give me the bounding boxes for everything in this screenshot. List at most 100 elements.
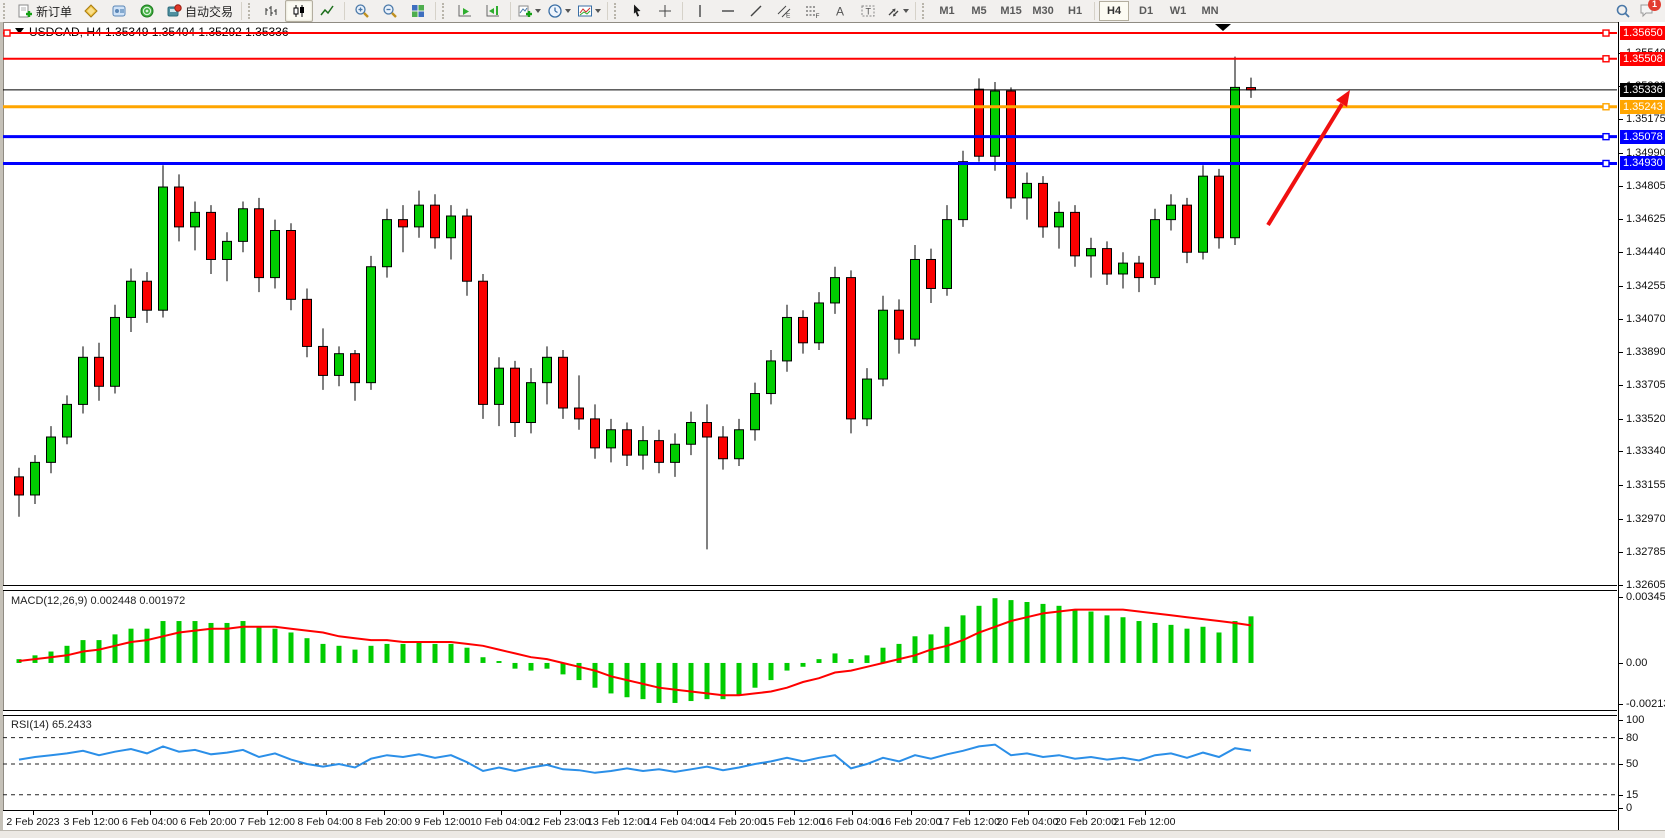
timeframe-button-M30[interactable]: M30 — [1032, 5, 1054, 17]
toolbar-grip[interactable] — [442, 3, 447, 19]
market-watch-button[interactable] — [77, 0, 105, 22]
horizontal-line-object[interactable] — [3, 29, 1617, 37]
candle-body — [78, 356, 88, 405]
macd-bar — [656, 662, 662, 703]
templates-dropdown-caret[interactable] — [595, 9, 602, 13]
toolbar-grip[interactable] — [614, 3, 619, 19]
fibonacci-button[interactable]: F — [798, 0, 826, 22]
timeframe-button-H1[interactable]: H1 — [1068, 5, 1083, 17]
timeframe-button-D1[interactable]: D1 — [1139, 5, 1154, 17]
candle-body — [302, 298, 312, 347]
arrows-button[interactable] — [882, 0, 912, 22]
arrows-dropdown-caret[interactable] — [903, 9, 910, 13]
macd-bar — [1216, 632, 1222, 663]
macd-bar — [576, 662, 582, 681]
time-axis[interactable]: 2 Feb 2023 3 Feb 12:00 6 Feb 04:00 6 Feb 20… — [3, 811, 1617, 830]
price-axis-tick: 1.34070 — [1626, 313, 1665, 326]
candle-body — [286, 229, 296, 300]
horizontal-line-object[interactable] — [3, 159, 1617, 168]
indicators-dropdown-caret[interactable] — [535, 9, 542, 13]
tile-windows-button[interactable] — [404, 0, 432, 22]
vertical-line-button[interactable] — [686, 0, 714, 22]
line-handle[interactable] — [3, 29, 11, 37]
macd-bar — [880, 647, 886, 663]
timeframe-button-M15[interactable]: M15 — [1000, 5, 1022, 17]
price-axis-tick: 1.34625 — [1626, 212, 1665, 225]
templates-button[interactable] — [574, 0, 604, 22]
horizontal-line-button[interactable] — [714, 0, 742, 22]
rsi-axis-tick: 15 — [1626, 788, 1639, 801]
candle-body — [814, 302, 824, 344]
macd-bar — [112, 634, 118, 663]
navigator-button[interactable] — [105, 0, 133, 22]
price-axis-tick: 1.34255 — [1626, 279, 1665, 292]
macd-bar — [416, 642, 422, 663]
macd-bar — [640, 662, 646, 700]
timeframe-button-MN[interactable]: MN — [1201, 5, 1219, 17]
chart-shift-button[interactable] — [479, 0, 507, 22]
timeframe-button-W1[interactable]: W1 — [1169, 5, 1187, 17]
trend-arrow[interactable] — [1266, 90, 1350, 227]
pane-divider[interactable] — [3, 710, 1617, 716]
new-order-button[interactable]: 新订单 — [12, 0, 77, 22]
chart-collapse-icon[interactable] — [15, 28, 24, 34]
candle-body — [942, 219, 952, 289]
zoom-out-button[interactable] — [376, 0, 404, 22]
text-label-button[interactable]: T — [854, 0, 882, 22]
line-handle[interactable] — [1602, 29, 1610, 37]
search-icon[interactable] — [1615, 3, 1631, 19]
line-handle[interactable] — [1602, 159, 1610, 168]
toolbar-grip[interactable] — [922, 3, 927, 19]
timeframe-button-M1[interactable]: M1 — [939, 5, 955, 17]
macd-bar — [400, 643, 406, 663]
market-watch-icon — [84, 4, 98, 18]
timeframe-button-M5[interactable]: M5 — [971, 5, 987, 17]
zoom-out-icon — [383, 4, 397, 18]
zoom-in-button[interactable] — [348, 0, 376, 22]
candle-body — [734, 429, 744, 460]
autotrading-button[interactable]: 自动交易 — [161, 0, 238, 22]
candle-body — [1038, 182, 1048, 228]
horizontal-line-object[interactable] — [3, 55, 1617, 63]
line-handle[interactable] — [1602, 132, 1610, 141]
auto-scroll-button[interactable] — [451, 0, 479, 22]
bar-chart-button[interactable] — [257, 0, 285, 22]
price-line-label: 1.35508 — [1620, 51, 1665, 66]
line-handle[interactable] — [1602, 55, 1610, 63]
macd-bar — [704, 662, 710, 700]
notifications-button[interactable]: 1 — [1639, 0, 1661, 21]
rsi-pane[interactable]: RSI(14) 65.2433 — [3, 714, 1617, 811]
pane-divider[interactable] — [3, 585, 1617, 591]
time-axis-label: 12 Feb 23:00 — [528, 816, 591, 828]
timeframe-button-H4[interactable]: H4 — [1099, 1, 1130, 21]
horizontal-line-object[interactable] — [3, 103, 1617, 111]
text-icon: A — [836, 5, 844, 19]
candle-body — [1006, 90, 1016, 199]
candlestick-chart-button[interactable] — [285, 0, 314, 22]
text-button[interactable]: A — [826, 0, 854, 22]
line-handle[interactable] — [1602, 103, 1610, 111]
periods-dropdown-caret[interactable] — [565, 9, 572, 13]
toolbar-grip[interactable] — [248, 3, 253, 19]
price-axis[interactable]: 1.355401.353601.351751.349901.348051.346… — [1618, 22, 1665, 830]
main-price-pane[interactable]: USDCAD, H4 1.35349 1.35404 1.35292 1.353… — [3, 22, 1617, 585]
time-axis-label: 6 Feb 04:00 — [121, 816, 179, 828]
trendline-button[interactable] — [742, 0, 770, 22]
new-order-label: 新订单 — [36, 4, 73, 19]
chart-window[interactable]: USDCAD, H4 1.35349 1.35404 1.35292 1.353… — [0, 22, 1665, 830]
terminal-button[interactable] — [133, 0, 161, 22]
line-chart-button[interactable] — [313, 0, 341, 22]
periods-button[interactable] — [544, 0, 574, 22]
cursor-button[interactable] — [623, 0, 651, 22]
chart-shift-marker-icon[interactable] — [1215, 24, 1231, 31]
macd-pane[interactable]: MACD(12,26,9) 0.002448 0.001972 — [3, 590, 1617, 710]
horizontal-line-object[interactable] — [3, 132, 1617, 141]
candle-body — [878, 309, 888, 380]
indicators-button[interactable] — [514, 0, 544, 22]
macd-bar — [208, 622, 214, 663]
terminal-icon — [140, 4, 154, 18]
macd-bar — [1168, 624, 1174, 663]
toolbar-grip[interactable] — [3, 3, 8, 19]
equidistant-channel-button[interactable]: E — [770, 0, 798, 22]
crosshair-button[interactable] — [651, 0, 679, 22]
